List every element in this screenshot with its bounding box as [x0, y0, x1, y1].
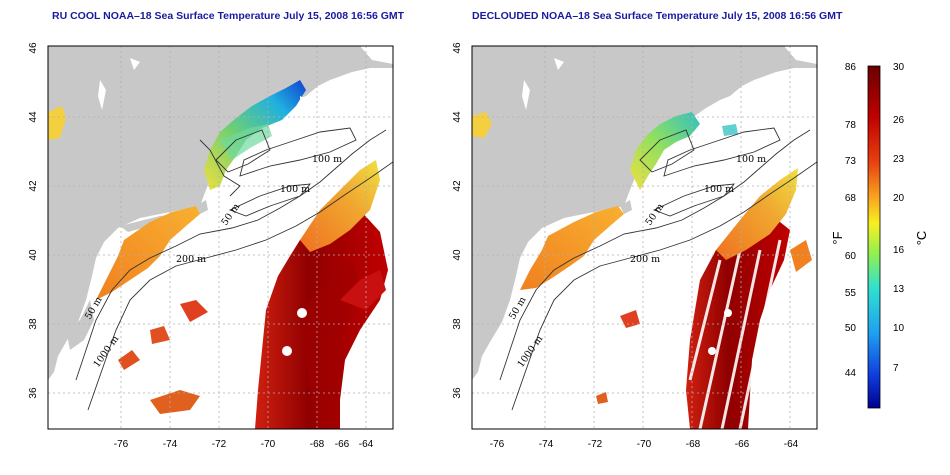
- right-map-title: DECLOUDED NOAA–18 Sea Surface Temperatur…: [472, 10, 843, 22]
- x-tick-label: -72: [212, 439, 227, 450]
- contour-label: 100 m: [312, 154, 342, 165]
- c-tick-label: 10: [893, 323, 905, 334]
- c-tick-label: 23: [893, 154, 905, 165]
- right-map-frame: [471, 45, 818, 430]
- c-tick-label: 13: [893, 284, 905, 295]
- shelf-patch-right: [520, 206, 624, 290]
- left-y-axis: 36 38 40 42 44 46: [28, 42, 39, 399]
- y-tick-label: 36: [28, 387, 39, 399]
- y-tick-label: 42: [452, 180, 463, 192]
- c-tick-label: 26: [893, 115, 905, 126]
- f-tick-label: 68: [845, 193, 857, 204]
- fahrenheit-unit-label: °F: [830, 231, 845, 244]
- y-tick-label: 36: [452, 387, 463, 399]
- delmarva: [66, 300, 94, 350]
- celsius-scale: 30 26 23 20 16 13 10 7: [893, 62, 905, 374]
- colorbar: 86 78 73 68 60 55 50 44 30 26 23 20 16 1…: [830, 62, 929, 409]
- contour-label: 100 m: [736, 154, 766, 165]
- x-tick-label: -66: [335, 439, 350, 450]
- gulf-of-maine-left: [204, 80, 306, 190]
- right-x-axis: -76 -74 -72 -70 -68 -66 -64: [490, 439, 799, 450]
- f-tick-label: 78: [845, 120, 857, 131]
- f-tick-label: 86: [845, 62, 857, 73]
- y-tick-label: 40: [452, 249, 463, 261]
- contour-label: 100 m: [280, 184, 310, 195]
- contour-label: 200 m: [176, 254, 206, 265]
- land-mass: [48, 46, 393, 380]
- y-tick-label: 46: [28, 42, 39, 54]
- right-y-axis: 36 38 40 42 44 46: [452, 42, 463, 399]
- y-tick-label: 42: [28, 180, 39, 192]
- warm-slope-band-left: [300, 160, 380, 252]
- x-tick-label: -64: [784, 439, 799, 450]
- f-tick-label: 50: [845, 323, 857, 334]
- left-map: 100 m 100 m 50 m 200 m 50 m 1000 m -76 -…: [28, 42, 394, 450]
- y-tick-label: 46: [452, 42, 463, 54]
- c-tick-label: 7: [893, 363, 899, 374]
- x-tick-label: -70: [637, 439, 652, 450]
- x-tick-label: -76: [114, 439, 129, 450]
- c-tick-label: 30: [893, 62, 905, 73]
- fahrenheit-scale: 86 78 73 68 60 55 50 44: [845, 62, 857, 379]
- celsius-unit-label: °C: [914, 231, 929, 246]
- x-tick-label: -68: [686, 439, 701, 450]
- contour-label: 200 m: [630, 254, 660, 265]
- x-tick-label: -74: [163, 439, 178, 450]
- c-tick-label: 20: [893, 193, 905, 204]
- x-tick-label: -72: [588, 439, 603, 450]
- colorbar-ramp: [867, 65, 881, 409]
- y-tick-label: 38: [452, 318, 463, 330]
- land-mass: [472, 46, 817, 380]
- x-tick-label: -76: [490, 439, 505, 450]
- y-tick-label: 40: [28, 249, 39, 261]
- y-tick-label: 44: [452, 111, 463, 123]
- x-tick-label: -64: [359, 439, 374, 450]
- x-tick-label: -66: [735, 439, 750, 450]
- warm-slope-band-right: [716, 168, 798, 260]
- contour-label: 100 m: [704, 184, 734, 195]
- f-tick-label: 60: [845, 251, 857, 262]
- x-tick-label: -74: [539, 439, 554, 450]
- shelf-patch-left: [96, 206, 200, 300]
- cape-cod: [196, 200, 208, 214]
- left-map-frame: [47, 45, 394, 430]
- left-map-title: RU COOL NOAA–18 Sea Surface Temperature …: [52, 10, 405, 22]
- f-tick-label: 44: [845, 368, 857, 379]
- y-tick-label: 44: [28, 111, 39, 123]
- x-tick-label: -70: [261, 439, 276, 450]
- right-map: 100 m 100 m 50 m 200 m 50 m 1000 m -76 -…: [452, 42, 818, 450]
- f-tick-label: 55: [845, 288, 857, 299]
- f-tick-label: 73: [845, 156, 857, 167]
- left-x-axis: -76 -74 -72 -70 -68 -66 -64: [114, 439, 374, 450]
- y-tick-label: 38: [28, 318, 39, 330]
- c-tick-label: 16: [893, 245, 905, 256]
- x-tick-label: -68: [310, 439, 325, 450]
